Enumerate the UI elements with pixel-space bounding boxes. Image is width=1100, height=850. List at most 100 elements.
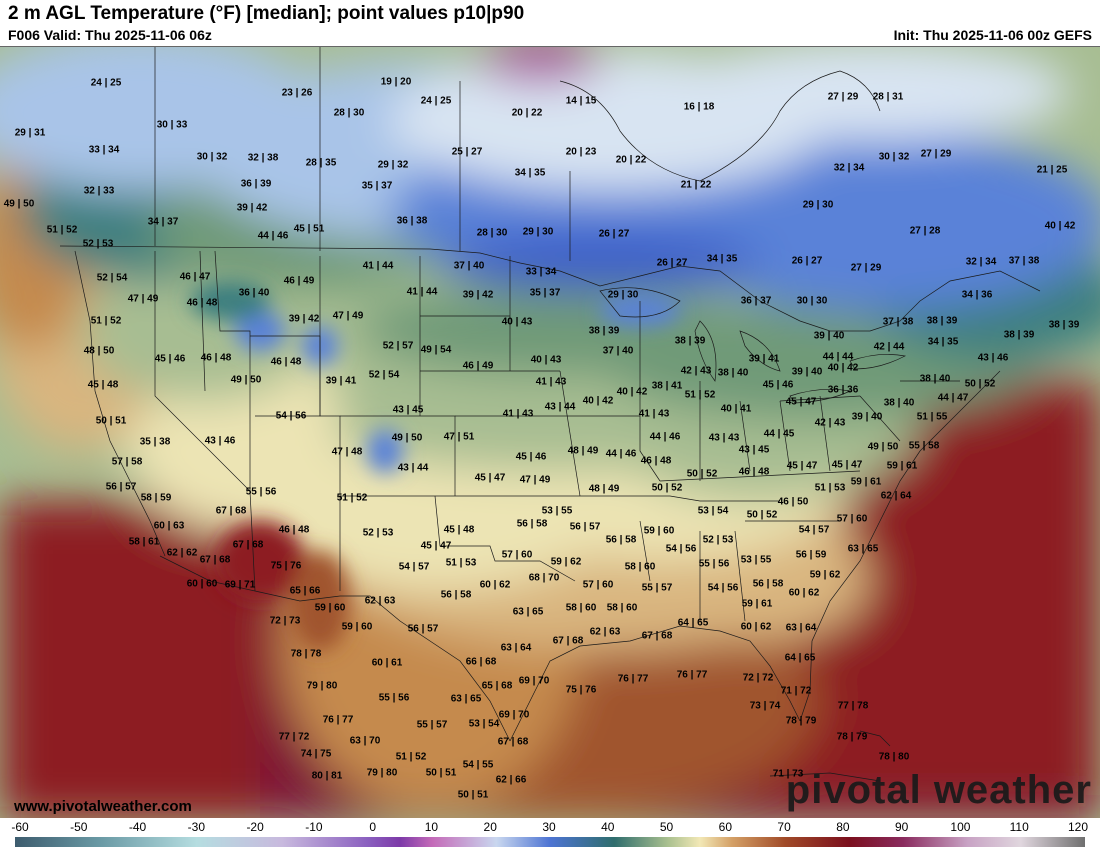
point-value: 51 | 52 <box>46 224 78 236</box>
point-value: 58 | 60 <box>606 602 638 614</box>
point-value: 39 | 42 <box>236 202 268 214</box>
point-value: 27 | 28 <box>909 225 941 237</box>
valid-time: F006 Valid: Thu 2025-11-06 06z <box>8 27 212 43</box>
point-value: 76 | 77 <box>676 669 708 681</box>
point-value: 50 | 52 <box>686 468 718 480</box>
point-value: 37 | 38 <box>882 316 914 328</box>
point-value: 33 | 34 <box>525 266 557 278</box>
point-value: 64 | 65 <box>784 652 816 664</box>
point-value: 46 | 50 <box>777 496 809 508</box>
point-value: 45 | 47 <box>420 540 452 552</box>
point-value: 51 | 53 <box>814 482 846 494</box>
colorbar: -60 -50 -40 -30 -20 -10 0 10 20 30 40 50 60 70 80 90 100… <box>0 818 1100 850</box>
point-value: 44 | 46 <box>649 431 681 443</box>
point-value: 63 | 64 <box>500 642 532 654</box>
point-value: 39 | 40 <box>791 366 823 378</box>
point-value: 43 | 45 <box>392 404 424 416</box>
colorbar-tick-label: 110 <box>1009 820 1029 834</box>
point-value: 38 | 40 <box>919 373 951 385</box>
header: 2 m AGL Temperature (°F) [median]; point… <box>0 0 1100 46</box>
point-value: 55 | 56 <box>378 692 410 704</box>
point-value: 43 | 44 <box>397 462 429 474</box>
point-value: 44 | 46 <box>257 230 289 242</box>
point-value: 69 | 71 <box>224 579 256 591</box>
point-value: 38 | 39 <box>1048 319 1080 331</box>
point-value: 21 | 22 <box>680 179 712 191</box>
map-title: 2 m AGL Temperature (°F) [median]; point… <box>8 3 525 24</box>
point-value: 54 | 57 <box>398 561 430 573</box>
point-value: 29 | 30 <box>522 226 554 238</box>
point-value: 67 | 68 <box>215 505 247 517</box>
point-value: 36 | 40 <box>238 287 270 299</box>
point-value: 72 | 72 <box>742 672 774 684</box>
colorbar-ticks: -60 -50 -40 -30 -20 -10 0 10 20 30 40 50 60 70 80 90 100… <box>0 818 1100 836</box>
point-value: 44 | 45 <box>763 428 795 440</box>
point-value: 40 | 42 <box>827 362 859 374</box>
point-value: 28 | 30 <box>333 107 365 119</box>
point-value: 64 | 65 <box>677 617 709 629</box>
point-value: 48 | 49 <box>588 483 620 495</box>
point-value: 53 | 54 <box>697 505 729 517</box>
point-value: 63 | 64 <box>785 622 817 634</box>
point-value: 42 | 44 <box>873 341 905 353</box>
colorbar-tick-label: 10 <box>424 820 439 834</box>
point-value: 54 | 55 <box>462 759 494 771</box>
point-value: 37 | 40 <box>453 260 485 272</box>
point-value: 56 | 59 <box>795 549 827 561</box>
point-value: 60 | 62 <box>479 579 511 591</box>
point-value: 56 | 58 <box>440 589 472 601</box>
point-value: 47 | 49 <box>519 474 551 486</box>
colorbar-tick-label: 40 <box>601 820 615 834</box>
point-value: 45 | 46 <box>154 353 186 365</box>
point-value: 46 | 48 <box>278 524 310 536</box>
point-value: 50 | 51 <box>425 767 457 779</box>
point-value: 59 | 61 <box>741 598 773 610</box>
point-value: 30 | 33 <box>156 119 188 131</box>
point-value: 26 | 27 <box>791 255 823 267</box>
temperature-map: 24 | 25 23 | 26 19 | 20 24 | 25 20 | 22 14 | … <box>0 46 1100 819</box>
point-value: 24 | 25 <box>420 95 452 107</box>
point-value: 63 | 70 <box>349 735 381 747</box>
colorbar-tick-label: -20 <box>246 820 264 834</box>
point-value: 78 | 79 <box>785 715 817 727</box>
point-value: 67 | 68 <box>552 635 584 647</box>
point-value: 52 | 54 <box>368 369 400 381</box>
watermark-logo: pivotal weather <box>785 768 1092 812</box>
point-value: 53 | 54 <box>468 718 500 730</box>
point-value: 46 | 48 <box>186 297 218 309</box>
map-background <box>0 47 1100 819</box>
point-value: 39 | 42 <box>462 289 494 301</box>
point-value: 52 | 53 <box>362 527 394 539</box>
colorbar-tick-label: -40 <box>128 820 147 834</box>
point-value: 21 | 25 <box>1036 164 1068 176</box>
point-value: 78 | 78 <box>290 648 322 660</box>
point-value: 51 | 52 <box>395 751 427 763</box>
point-value: 42 | 43 <box>814 417 846 429</box>
point-value: 34 | 35 <box>706 253 738 265</box>
point-value: 74 | 75 <box>300 748 332 760</box>
point-value: 46 | 49 <box>462 360 494 372</box>
point-value: 39 | 41 <box>325 375 357 387</box>
point-value: 60 | 62 <box>740 621 772 633</box>
point-value: 30 | 30 <box>796 295 828 307</box>
point-value: 47 | 49 <box>127 293 159 305</box>
point-value: 56 | 57 <box>407 623 439 635</box>
point-value: 23 | 26 <box>281 87 313 99</box>
point-value: 27 | 29 <box>850 262 882 274</box>
point-value: 47 | 48 <box>331 446 363 458</box>
point-value: 65 | 66 <box>289 585 321 597</box>
point-value: 45 | 47 <box>474 472 506 484</box>
point-value: 56 | 57 <box>569 521 601 533</box>
point-value: 75 | 76 <box>565 684 597 696</box>
point-value: 51 | 55 <box>916 411 948 423</box>
colorbar-ramp <box>15 837 1085 847</box>
point-value: 39 | 40 <box>851 411 883 423</box>
point-value: 78 | 80 <box>878 751 910 763</box>
point-value: 67 | 68 <box>232 539 264 551</box>
point-value: 62 | 63 <box>364 595 396 607</box>
colorbar-tick-label: -10 <box>305 820 323 834</box>
point-value: 41 | 43 <box>535 376 567 388</box>
point-value: 55 | 56 <box>698 558 730 570</box>
colorbar-tick-label: 120 <box>1067 820 1089 834</box>
point-value: 54 | 57 <box>798 524 830 536</box>
